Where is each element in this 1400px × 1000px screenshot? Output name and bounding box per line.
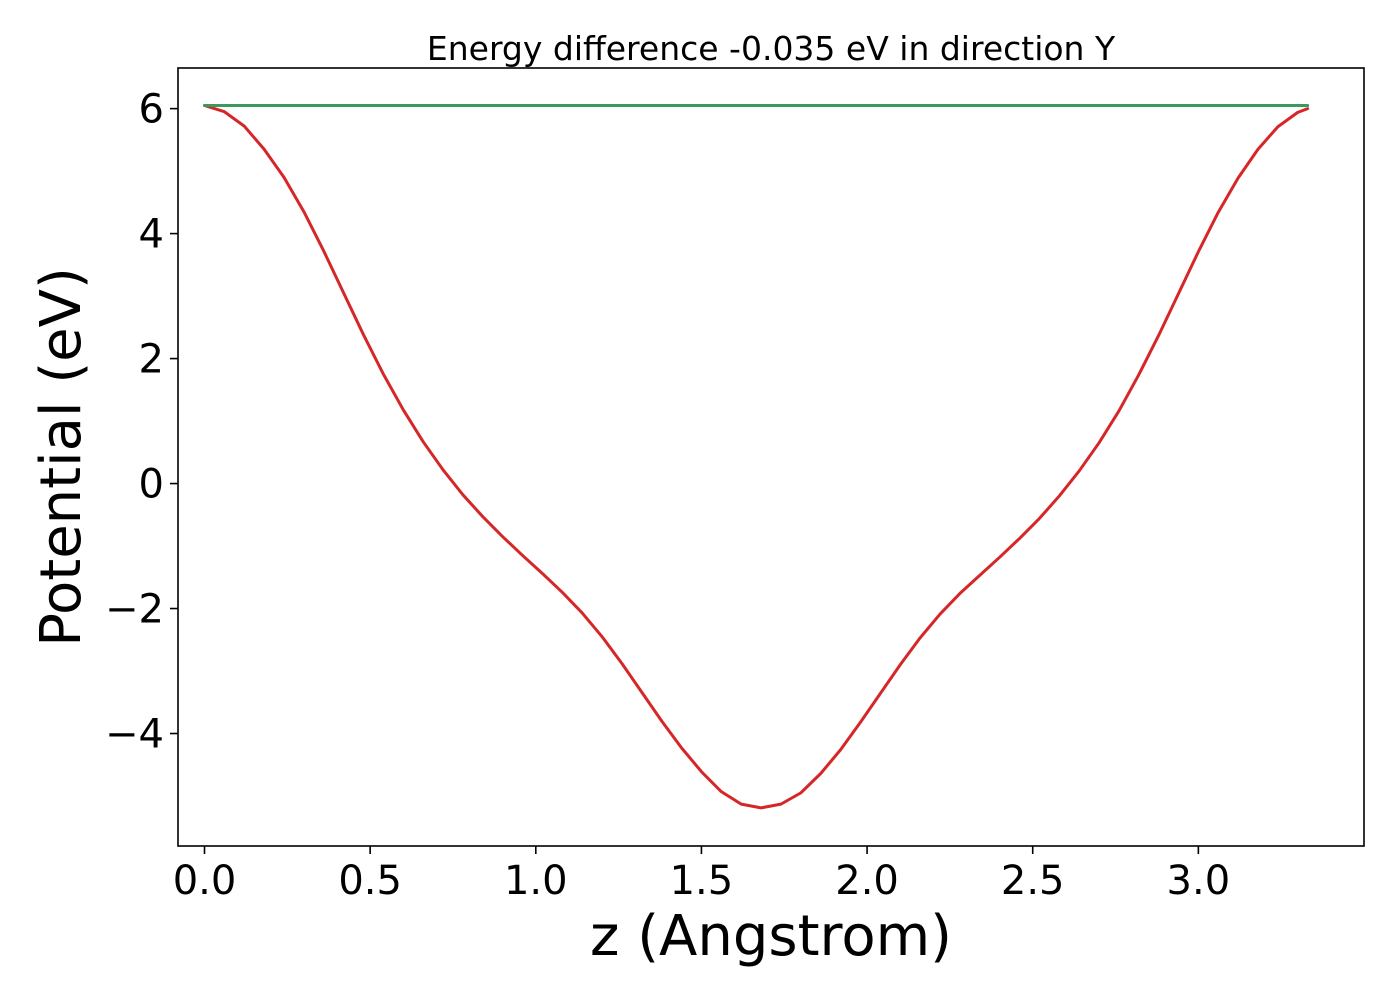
y-tick-label: −4 (105, 712, 164, 758)
y-axis-label: Potential (eV) (29, 267, 94, 647)
y-tick-label: 0 (139, 462, 164, 508)
series-line-0 (203, 103, 1310, 810)
chart-title: Energy difference -0.035 eV in direction… (427, 29, 1116, 68)
y-tick-label: −2 (105, 587, 164, 633)
x-tick-label: 2.5 (1001, 858, 1065, 904)
x-axis-ticks: 0.0 0.5 1.0 1.5 2.0 2.5 3.0 (173, 846, 1230, 904)
x-tick-label: 0.5 (338, 858, 402, 904)
plot-area-frame (177, 67, 1365, 847)
x-tick-label: 2.0 (835, 858, 899, 904)
x-tick-label: 0.0 (173, 858, 237, 904)
x-tick-label: 3.0 (1167, 858, 1231, 904)
series-layer (203, 103, 1310, 810)
x-tick-label: 1.5 (670, 858, 734, 904)
x-axis-label: z (Angstrom) (590, 904, 952, 969)
y-tick-label: 2 (139, 337, 164, 383)
y-tick-label: 4 (139, 212, 164, 258)
y-tick-label: 6 (139, 87, 164, 133)
y-axis-ticks: −4 −2 0 2 4 6 (105, 87, 178, 758)
x-tick-label: 1.0 (504, 858, 568, 904)
